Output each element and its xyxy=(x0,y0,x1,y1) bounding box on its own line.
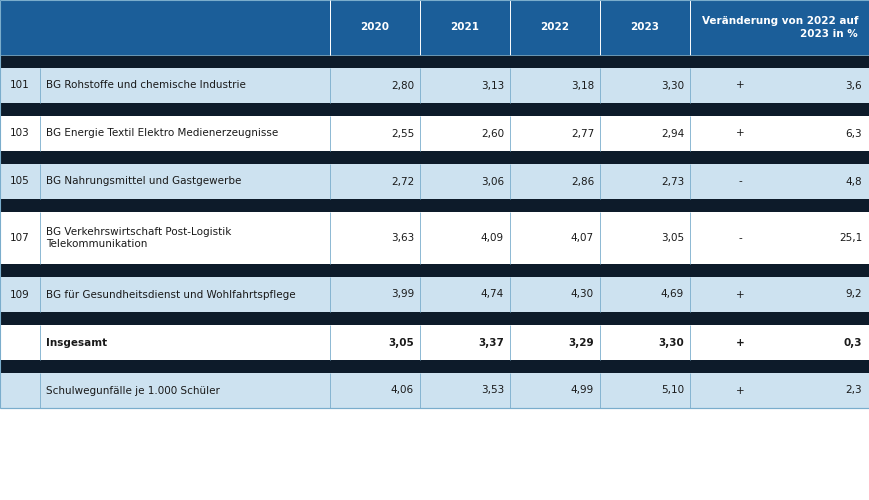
Text: 3,30: 3,30 xyxy=(660,80,683,90)
Text: 109: 109 xyxy=(10,290,30,300)
Text: 6,3: 6,3 xyxy=(845,128,861,138)
Text: 2,72: 2,72 xyxy=(390,176,414,186)
Text: 4,09: 4,09 xyxy=(481,233,503,243)
Text: 4,69: 4,69 xyxy=(660,290,683,300)
Bar xyxy=(0,55,869,68)
Text: 3,99: 3,99 xyxy=(390,290,414,300)
Text: 2,60: 2,60 xyxy=(481,128,503,138)
Text: BG Energie Textil Elektro Medienerzeugnisse: BG Energie Textil Elektro Medienerzeugni… xyxy=(46,128,278,138)
Text: 2,73: 2,73 xyxy=(660,176,683,186)
Text: 25,1: 25,1 xyxy=(838,233,861,243)
Text: 4,07: 4,07 xyxy=(570,233,594,243)
Text: 105: 105 xyxy=(10,176,30,186)
Text: 2,94: 2,94 xyxy=(660,128,683,138)
Bar xyxy=(0,199,869,212)
Text: +: + xyxy=(735,290,744,300)
Bar xyxy=(0,264,869,277)
Text: 4,06: 4,06 xyxy=(390,386,414,396)
Bar xyxy=(0,360,869,373)
Bar xyxy=(0,212,869,264)
Text: 2021: 2021 xyxy=(450,22,479,32)
Text: 101: 101 xyxy=(10,80,30,90)
Text: 103: 103 xyxy=(10,128,30,138)
Bar xyxy=(0,103,869,116)
Text: 3,18: 3,18 xyxy=(570,80,594,90)
Bar xyxy=(0,0,869,55)
Text: 5,10: 5,10 xyxy=(660,386,683,396)
Text: 2,3: 2,3 xyxy=(845,386,861,396)
Bar xyxy=(0,373,869,408)
Text: 2022: 2022 xyxy=(540,22,569,32)
Text: +: + xyxy=(735,338,744,347)
Bar xyxy=(0,325,869,360)
Bar xyxy=(0,164,869,199)
Text: 4,74: 4,74 xyxy=(481,290,503,300)
Text: +: + xyxy=(735,80,744,90)
Text: BG Verkehrswirtschaft Post-Logistik
Telekommunikation: BG Verkehrswirtschaft Post-Logistik Tele… xyxy=(46,227,231,249)
Text: -: - xyxy=(738,176,741,186)
Text: 3,37: 3,37 xyxy=(478,338,503,347)
Text: +: + xyxy=(735,128,744,138)
Text: 2,77: 2,77 xyxy=(570,128,594,138)
Text: 4,30: 4,30 xyxy=(570,290,594,300)
Text: 3,53: 3,53 xyxy=(481,386,503,396)
Text: 3,29: 3,29 xyxy=(567,338,594,347)
Bar xyxy=(0,151,869,164)
Text: 2,55: 2,55 xyxy=(390,128,414,138)
Text: Veränderung von 2022 auf
2023 in %: Veränderung von 2022 auf 2023 in % xyxy=(701,16,857,38)
Text: 4,8: 4,8 xyxy=(845,176,861,186)
Text: 3,06: 3,06 xyxy=(481,176,503,186)
Bar xyxy=(0,277,869,312)
Text: 2020: 2020 xyxy=(360,22,389,32)
Text: Insgesamt: Insgesamt xyxy=(46,338,107,347)
Bar xyxy=(0,116,869,151)
Text: Schulwegunfälle je 1.000 Schüler: Schulwegunfälle je 1.000 Schüler xyxy=(46,386,220,396)
Text: 3,05: 3,05 xyxy=(660,233,683,243)
Text: 2023: 2023 xyxy=(630,22,659,32)
Text: 3,13: 3,13 xyxy=(481,80,503,90)
Text: 0,3: 0,3 xyxy=(843,338,861,347)
Bar xyxy=(0,68,869,103)
Text: BG Nahrungsmittel und Gastgewerbe: BG Nahrungsmittel und Gastgewerbe xyxy=(46,176,241,186)
Text: +: + xyxy=(735,386,744,396)
Text: 4,99: 4,99 xyxy=(570,386,594,396)
Text: 107: 107 xyxy=(10,233,30,243)
Text: 3,30: 3,30 xyxy=(658,338,683,347)
Text: 3,6: 3,6 xyxy=(845,80,861,90)
Text: BG Rohstoffe und chemische Industrie: BG Rohstoffe und chemische Industrie xyxy=(46,80,246,90)
Text: 3,63: 3,63 xyxy=(390,233,414,243)
Bar xyxy=(0,312,869,325)
Text: 3,05: 3,05 xyxy=(388,338,414,347)
Text: 2,80: 2,80 xyxy=(390,80,414,90)
Text: 2,86: 2,86 xyxy=(570,176,594,186)
Text: BG für Gesundheitsdienst und Wohlfahrtspflege: BG für Gesundheitsdienst und Wohlfahrtsp… xyxy=(46,290,295,300)
Text: -: - xyxy=(738,233,741,243)
Text: 9,2: 9,2 xyxy=(845,290,861,300)
